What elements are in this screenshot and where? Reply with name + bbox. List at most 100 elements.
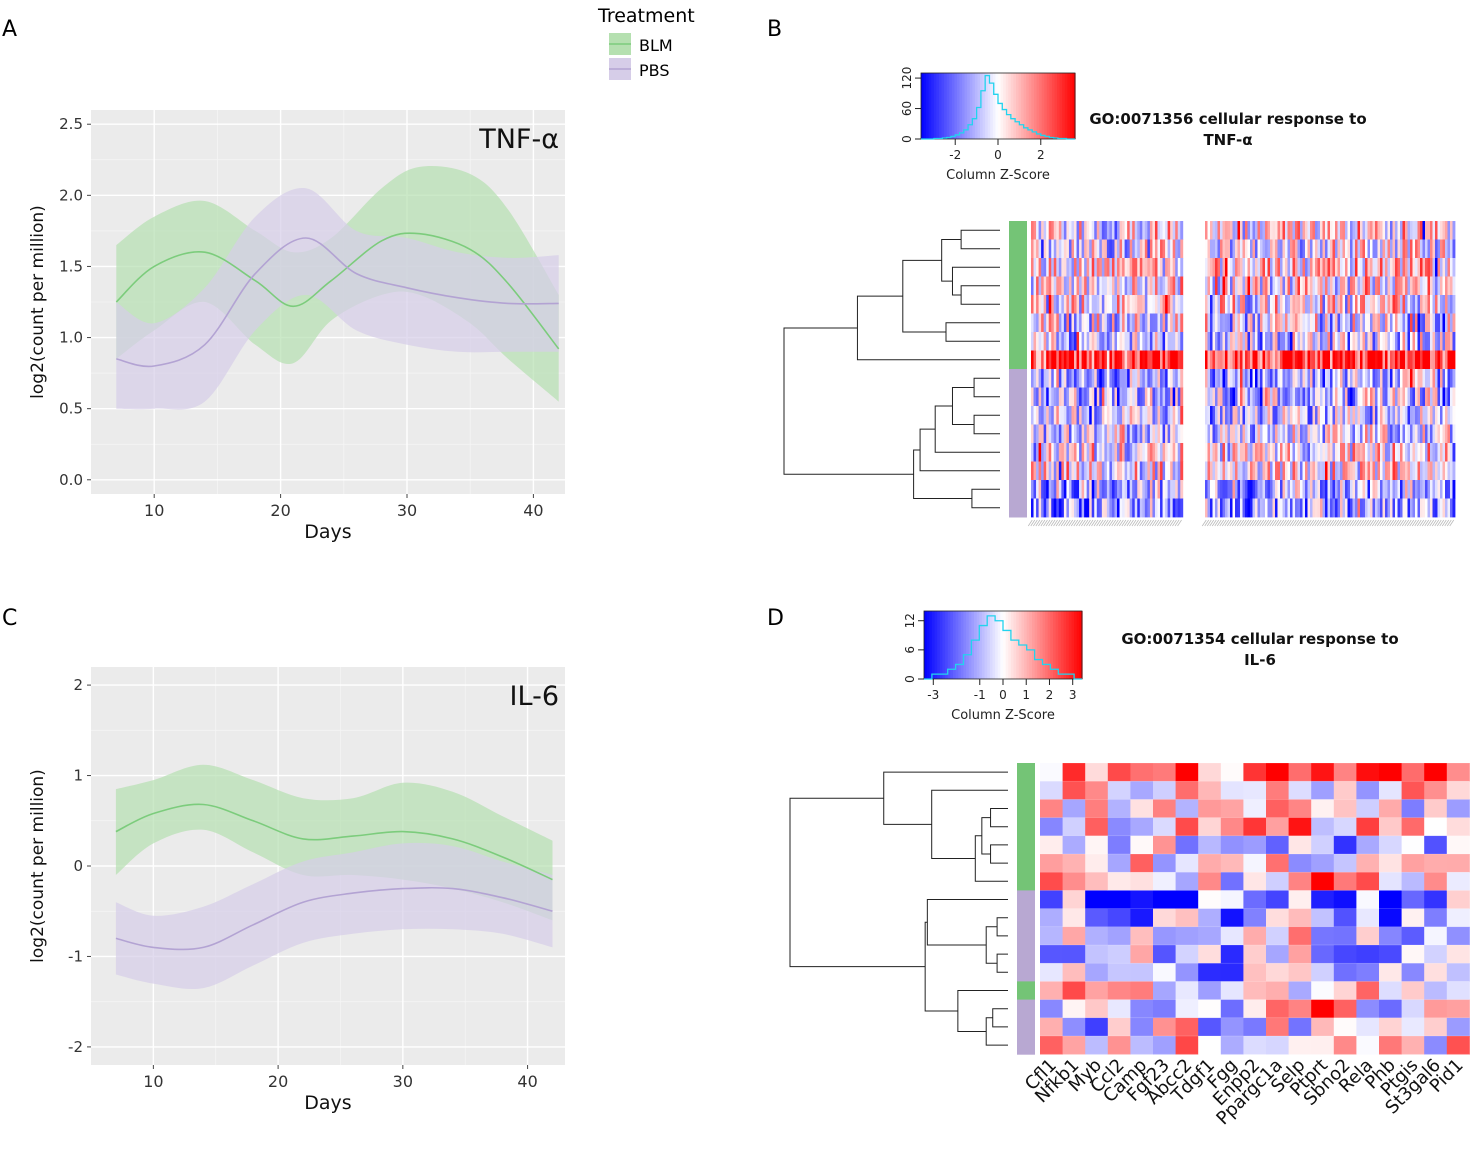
heatmap-cell — [1144, 498, 1148, 518]
heatmap-cell — [1162, 221, 1166, 240]
heatmap-cell — [1071, 424, 1075, 444]
heatmap-cell — [1430, 406, 1433, 425]
heatmap-cell — [1154, 221, 1158, 240]
heatmap-cell — [1086, 480, 1090, 499]
heatmap-cell — [1137, 369, 1141, 388]
color-key-gradient-step — [947, 611, 951, 679]
column-label-tick — [1361, 519, 1367, 527]
heatmap-cell — [1356, 926, 1380, 946]
heatmap-cell — [1440, 332, 1443, 351]
heatmap-cell — [1068, 350, 1072, 370]
heatmap-cell — [1127, 313, 1131, 333]
heatmap-cell — [1305, 480, 1308, 499]
column-label-tick — [1241, 519, 1247, 527]
heatmap-cell — [1232, 350, 1236, 370]
heatmap-cell — [1132, 387, 1136, 407]
heatmap-cell — [1175, 369, 1179, 388]
heatmap-cell — [1377, 480, 1381, 499]
color-key-gradient-step — [1003, 611, 1007, 679]
dendrogram-branch — [960, 285, 1000, 305]
heatmap-cell — [1287, 424, 1291, 444]
column-label-tick — [1371, 519, 1377, 527]
heatmap-cell — [1085, 781, 1109, 800]
heatmap-cell — [1053, 406, 1057, 425]
color-key-gradient-step — [1053, 611, 1057, 679]
group-sidebar-cell — [1017, 817, 1035, 837]
heatmap-cell — [1068, 480, 1072, 499]
heatmap-cell — [1255, 406, 1258, 425]
heatmap-cell — [1205, 480, 1208, 499]
heatmap-cell — [1442, 369, 1446, 388]
heatmap-cell — [1435, 313, 1438, 333]
heatmap-cell — [1320, 350, 1323, 370]
heatmap-cell — [1452, 350, 1456, 370]
heatmap-cell — [1175, 981, 1199, 1000]
heatmap-cell — [1292, 387, 1296, 407]
heatmap-cell — [1379, 799, 1402, 818]
heatmap-cell — [1109, 424, 1113, 444]
heatmap-cell — [1347, 313, 1351, 333]
legend-label-pbs: PBS — [639, 61, 670, 80]
heatmap-cell — [1310, 369, 1313, 388]
gene-annotation: TNF-α — [478, 124, 559, 155]
heatmap-cell — [1430, 258, 1433, 277]
heatmap-cell — [1130, 1036, 1154, 1055]
heatmap-cell — [1375, 498, 1378, 518]
heatmap-cell — [1124, 424, 1128, 444]
heatmap-cell — [1288, 908, 1312, 928]
heatmap-cell — [1041, 313, 1045, 333]
heatmap-cell — [1275, 258, 1278, 277]
column-label-tick — [1131, 519, 1137, 527]
heatmap-cell — [1257, 461, 1261, 481]
heatmap-cell — [1109, 387, 1113, 407]
column-label-tick — [1431, 519, 1437, 527]
dendrogram-branch — [960, 229, 1000, 250]
heatmap-cell — [1447, 239, 1451, 259]
heatmap-cell — [1107, 835, 1131, 855]
heatmap-cell — [1379, 872, 1402, 891]
heatmap-cell — [1440, 369, 1443, 388]
heatmap-cell — [1327, 258, 1331, 277]
heatmap-cell — [1040, 945, 1063, 964]
heatmap-cell — [1230, 258, 1233, 277]
heatmap-cell — [1033, 461, 1037, 481]
heatmap-cell — [1424, 763, 1448, 782]
heatmap-cell — [1332, 424, 1336, 444]
heatmap-cell — [1111, 332, 1115, 351]
heatmap-cell — [1265, 313, 1268, 333]
heatmap-cell — [1048, 424, 1052, 444]
heatmap-cell — [1312, 369, 1316, 388]
heatmap-cell — [1144, 332, 1148, 351]
heatmap-cell — [1260, 258, 1263, 277]
column-label-tick — [1078, 519, 1084, 527]
heatmap-cell — [1175, 295, 1179, 314]
column-label-tick — [1093, 519, 1099, 527]
heatmap-cell — [1089, 369, 1093, 388]
heatmap-cell — [1079, 221, 1082, 240]
heatmap-cell — [1345, 350, 1348, 370]
heatmap-cell — [1287, 258, 1291, 277]
heatmap-cell — [1089, 313, 1093, 333]
heatmap-cell — [1205, 258, 1208, 277]
heatmap-cell — [1377, 258, 1381, 277]
heatmap-cell — [1275, 295, 1278, 314]
heatmap-cell — [1091, 276, 1095, 296]
heatmap-cell — [1390, 258, 1393, 277]
heatmap-cell — [1415, 258, 1418, 277]
heatmap-cell — [1360, 332, 1363, 351]
heatmap-cell — [1227, 313, 1231, 333]
heatmap-cell — [1198, 781, 1222, 800]
heatmap-cell — [1205, 295, 1208, 314]
heatmap-cell — [1315, 406, 1318, 425]
heatmap-cell — [1242, 424, 1246, 444]
heatmap-cell — [1442, 276, 1446, 296]
heatmap-cell — [1061, 443, 1065, 462]
heatmap-cell — [1280, 221, 1283, 240]
heatmap-cell — [1427, 350, 1431, 370]
heatmap-cell — [1134, 221, 1138, 240]
heatmap-cell — [1320, 498, 1323, 518]
heatmap-cell — [1165, 295, 1169, 314]
heatmap-cell — [1225, 332, 1228, 351]
dendrogram-branch — [941, 239, 962, 282]
heatmap-cell — [1311, 908, 1335, 928]
